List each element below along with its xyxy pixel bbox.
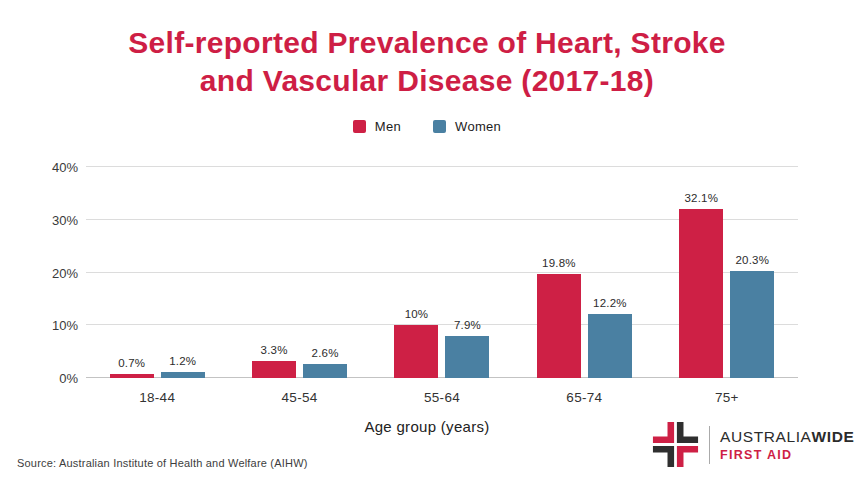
bar-fill <box>537 274 581 378</box>
bar-fill <box>679 209 723 378</box>
plot-area: 0%10%20%30%40%0.7%1.2%18-443.3%2.6%45-54… <box>86 167 798 378</box>
bar-fill <box>588 314 632 378</box>
legend-swatch-women <box>433 120 446 133</box>
bar-women-45-54: 2.6% <box>303 364 347 378</box>
logo-brand-regular: AUSTRALIA <box>720 428 812 445</box>
bar-fill <box>730 271 774 378</box>
logo-brand-bold: WIDE <box>812 428 854 445</box>
bar-men-55-64: 10% <box>394 325 438 378</box>
logo-text: AUSTRALIAWIDE FIRST AID <box>720 428 854 462</box>
bar-value-label: 32.1% <box>684 192 718 204</box>
x-tick-label-65-74: 65-74 <box>513 390 655 405</box>
y-tick-label-30: 30% <box>28 213 78 228</box>
bar-value-label: 3.3% <box>261 344 288 356</box>
bar-men-45-54: 3.3% <box>252 361 296 378</box>
y-tick-label-40: 40% <box>28 160 78 175</box>
bar-fill <box>394 325 438 378</box>
x-tick-label-45-54: 45-54 <box>228 390 370 405</box>
bar-women-75+: 20.3% <box>730 271 774 378</box>
x-tick-label-55-64: 55-64 <box>371 390 513 405</box>
y-tick-label-10: 10% <box>28 318 78 333</box>
bar-value-label: 10% <box>405 308 429 320</box>
chart-title-line2: and Vascular Disease (2017-18) <box>200 64 654 97</box>
bar-men-75+: 32.1% <box>679 209 723 378</box>
y-tick-label-0: 0% <box>28 371 78 386</box>
bar-women-65-74: 12.2% <box>588 314 632 378</box>
bar-fill <box>161 372 205 378</box>
legend: Men Women <box>0 119 854 134</box>
logo: AUSTRALIAWIDE FIRST AID <box>652 421 854 468</box>
bar-value-label: 2.6% <box>312 347 339 359</box>
legend-swatch-men <box>353 120 366 133</box>
bar-value-label: 0.7% <box>118 357 145 369</box>
chart-title-line1: Self-reported Prevalence of Heart, Strok… <box>128 26 726 59</box>
bar-fill <box>303 364 347 378</box>
legend-label-women: Women <box>455 119 501 134</box>
bar-group-45-54: 3.3%2.6%45-54 <box>228 167 370 378</box>
x-tick-label-75+: 75+ <box>656 390 798 405</box>
bar-value-label: 20.3% <box>735 254 769 266</box>
bar-value-label: 7.9% <box>454 319 481 331</box>
logo-divider <box>709 426 710 464</box>
legend-item-women: Women <box>433 119 501 134</box>
bar-group-75+: 32.1%20.3%75+ <box>656 167 798 378</box>
bar-fill <box>110 374 154 378</box>
logo-brand: AUSTRALIAWIDE <box>720 428 854 446</box>
y-tick-label-20: 20% <box>28 266 78 281</box>
bar-value-label: 1.2% <box>169 355 196 367</box>
logo-tagline: FIRST AID <box>720 448 854 462</box>
bar-group-18-44: 0.7%1.2%18-44 <box>86 167 228 378</box>
bar-value-label: 12.2% <box>593 297 627 309</box>
bar-value-label: 19.8% <box>542 257 576 269</box>
bar-fill <box>252 361 296 378</box>
x-tick-label-18-44: 18-44 <box>86 390 228 405</box>
legend-item-men: Men <box>353 119 401 134</box>
bar-women-18-44: 1.2% <box>161 372 205 378</box>
chart-canvas: Self-reported Prevalence of Heart, Strok… <box>0 0 854 483</box>
bar-men-18-44: 0.7% <box>110 374 154 378</box>
bar-fill <box>445 336 489 378</box>
bar-group-55-64: 10%7.9%55-64 <box>371 167 513 378</box>
bar-women-55-64: 7.9% <box>445 336 489 378</box>
bar-men-65-74: 19.8% <box>537 274 581 378</box>
first-aid-cross-icon <box>652 421 699 468</box>
bar-group-65-74: 19.8%12.2%65-74 <box>513 167 655 378</box>
source-note: Source: Australian Institute of Health a… <box>17 457 308 469</box>
legend-label-men: Men <box>375 119 401 134</box>
chart-title: Self-reported Prevalence of Heart, Strok… <box>0 24 854 100</box>
